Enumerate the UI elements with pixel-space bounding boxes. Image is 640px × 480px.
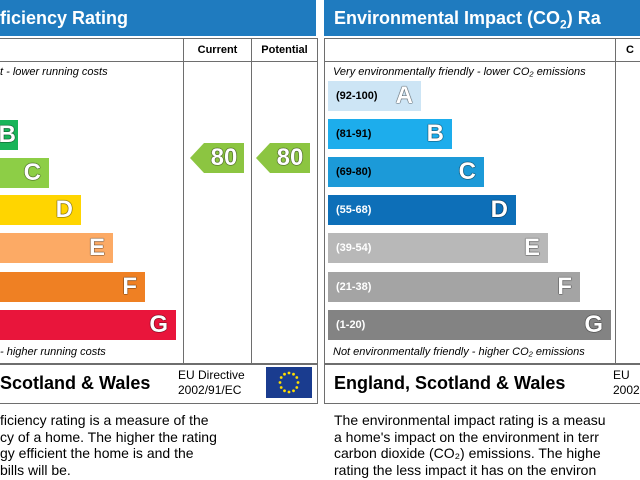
band-letter: F xyxy=(122,273,137,300)
band-letter: D xyxy=(490,196,508,223)
left-band-g: G xyxy=(0,310,176,340)
band-range: (92-100) xyxy=(336,90,378,102)
left-col-divider-1 xyxy=(183,38,184,364)
band-letter: A xyxy=(395,82,413,109)
band-letter: E xyxy=(88,234,105,261)
left-header-row-divider xyxy=(0,61,318,62)
arrow-tip xyxy=(256,143,270,173)
band-letter: E xyxy=(523,234,540,261)
desc-line: The environmental impact rating is a mea… xyxy=(334,412,606,428)
left-region-label: Scotland & Wales xyxy=(0,373,151,393)
current-rating-arrow: 80 xyxy=(190,143,244,173)
current-rating-value: 80 xyxy=(204,143,244,173)
band-range: (55-68) xyxy=(336,204,372,216)
desc-line: a home's impact on the environment in te… xyxy=(334,428,599,445)
right-col-divider xyxy=(615,38,616,364)
band-letter: D xyxy=(55,196,73,223)
band-range: (21-38) xyxy=(336,281,372,293)
left-panel-title: ficiency Rating xyxy=(0,8,129,28)
band-letter: B xyxy=(426,120,444,147)
potential-column-header: Potential xyxy=(261,44,308,56)
desc-line: ficiency rating is a measure of the xyxy=(0,412,209,428)
right-panel-title-sub: 2 xyxy=(560,17,567,32)
eu-flag-stars xyxy=(278,371,300,394)
current-column-header: Current xyxy=(197,44,238,56)
eu-directive-line2: 2002/91/EC xyxy=(178,383,242,397)
left-band-e: E xyxy=(0,233,113,263)
left-panel-header: ficiency Rating xyxy=(0,0,316,36)
desc-line: bills will be. xyxy=(0,461,71,478)
right-bottom-note: Not environmentally friendly - higher CO… xyxy=(333,346,585,358)
right-band-d: (55-68) D xyxy=(328,195,516,225)
band-letter: G xyxy=(584,311,603,338)
potential-rating-arrow: 80 xyxy=(256,143,310,173)
right-footer-frame xyxy=(324,364,640,404)
left-description: ficiency rating is a measure of the cy o… xyxy=(0,412,318,478)
left-top-note: t - lower running costs xyxy=(0,66,108,78)
band-letter: G xyxy=(149,311,168,338)
arrow-tip xyxy=(190,143,204,173)
band-range: (39-54) xyxy=(336,242,372,254)
potential-rating-value: 80 xyxy=(270,143,310,173)
left-col-divider-2 xyxy=(251,38,252,364)
right-header-row-divider xyxy=(324,61,640,62)
band-letter: C xyxy=(458,158,476,185)
right-band-a: (92-100) A xyxy=(328,81,421,111)
band-letter: C xyxy=(23,159,41,186)
right-column-header-partial: C xyxy=(626,44,634,56)
left-band-c: C xyxy=(0,158,49,188)
left-footer-frame xyxy=(0,364,318,404)
eu-directive-line2: 2002 xyxy=(613,383,640,397)
right-band-g: (1-20) G xyxy=(328,310,611,340)
eu-flag-icon xyxy=(266,367,312,398)
band-range: (81-91) xyxy=(336,128,372,140)
right-rating-frame xyxy=(324,38,640,364)
right-panel-title-suffix: ) Ra xyxy=(566,8,601,28)
right-top-note: Very environmentally friendly - lower CO… xyxy=(333,66,586,78)
desc-line: rating the less impact it has on the env… xyxy=(334,461,597,478)
right-panel-title-prefix: Environmental Impact (CO xyxy=(334,8,561,28)
left-bottom-note: - higher running costs xyxy=(0,346,106,358)
right-band-f: (21-38) F xyxy=(328,272,580,302)
right-description: The environmental impact rating is a mea… xyxy=(334,412,640,478)
left-rating-frame xyxy=(0,38,318,364)
eu-directive-line1: EU xyxy=(613,368,630,382)
right-eu-directive-partial: EU 2002 xyxy=(613,368,640,398)
left-band-b: B xyxy=(0,120,18,150)
right-band-e: (39-54) E xyxy=(328,233,548,263)
desc-line: gy efficient the home is and the xyxy=(0,445,194,461)
left-eu-directive: EU Directive 2002/91/EC xyxy=(178,368,245,398)
left-band-d: D xyxy=(0,195,81,225)
right-region-label: England, Scotland & Wales xyxy=(334,373,566,393)
desc-line: cy of a home. The higher the rating xyxy=(0,428,217,445)
band-letter: B xyxy=(0,121,16,148)
right-band-b: (81-91) B xyxy=(328,119,452,149)
band-letter: F xyxy=(557,273,572,300)
right-band-c: (69-80) C xyxy=(328,157,484,187)
band-range: (69-80) xyxy=(336,166,372,178)
band-range: (1-20) xyxy=(336,319,366,331)
left-band-f: F xyxy=(0,272,145,302)
desc-line: carbon dioxide (CO₂) emissions. The high… xyxy=(334,445,601,461)
right-panel-header: Environmental Impact (CO2) Ra xyxy=(324,0,640,36)
eu-directive-line1: EU Directive xyxy=(178,368,245,382)
